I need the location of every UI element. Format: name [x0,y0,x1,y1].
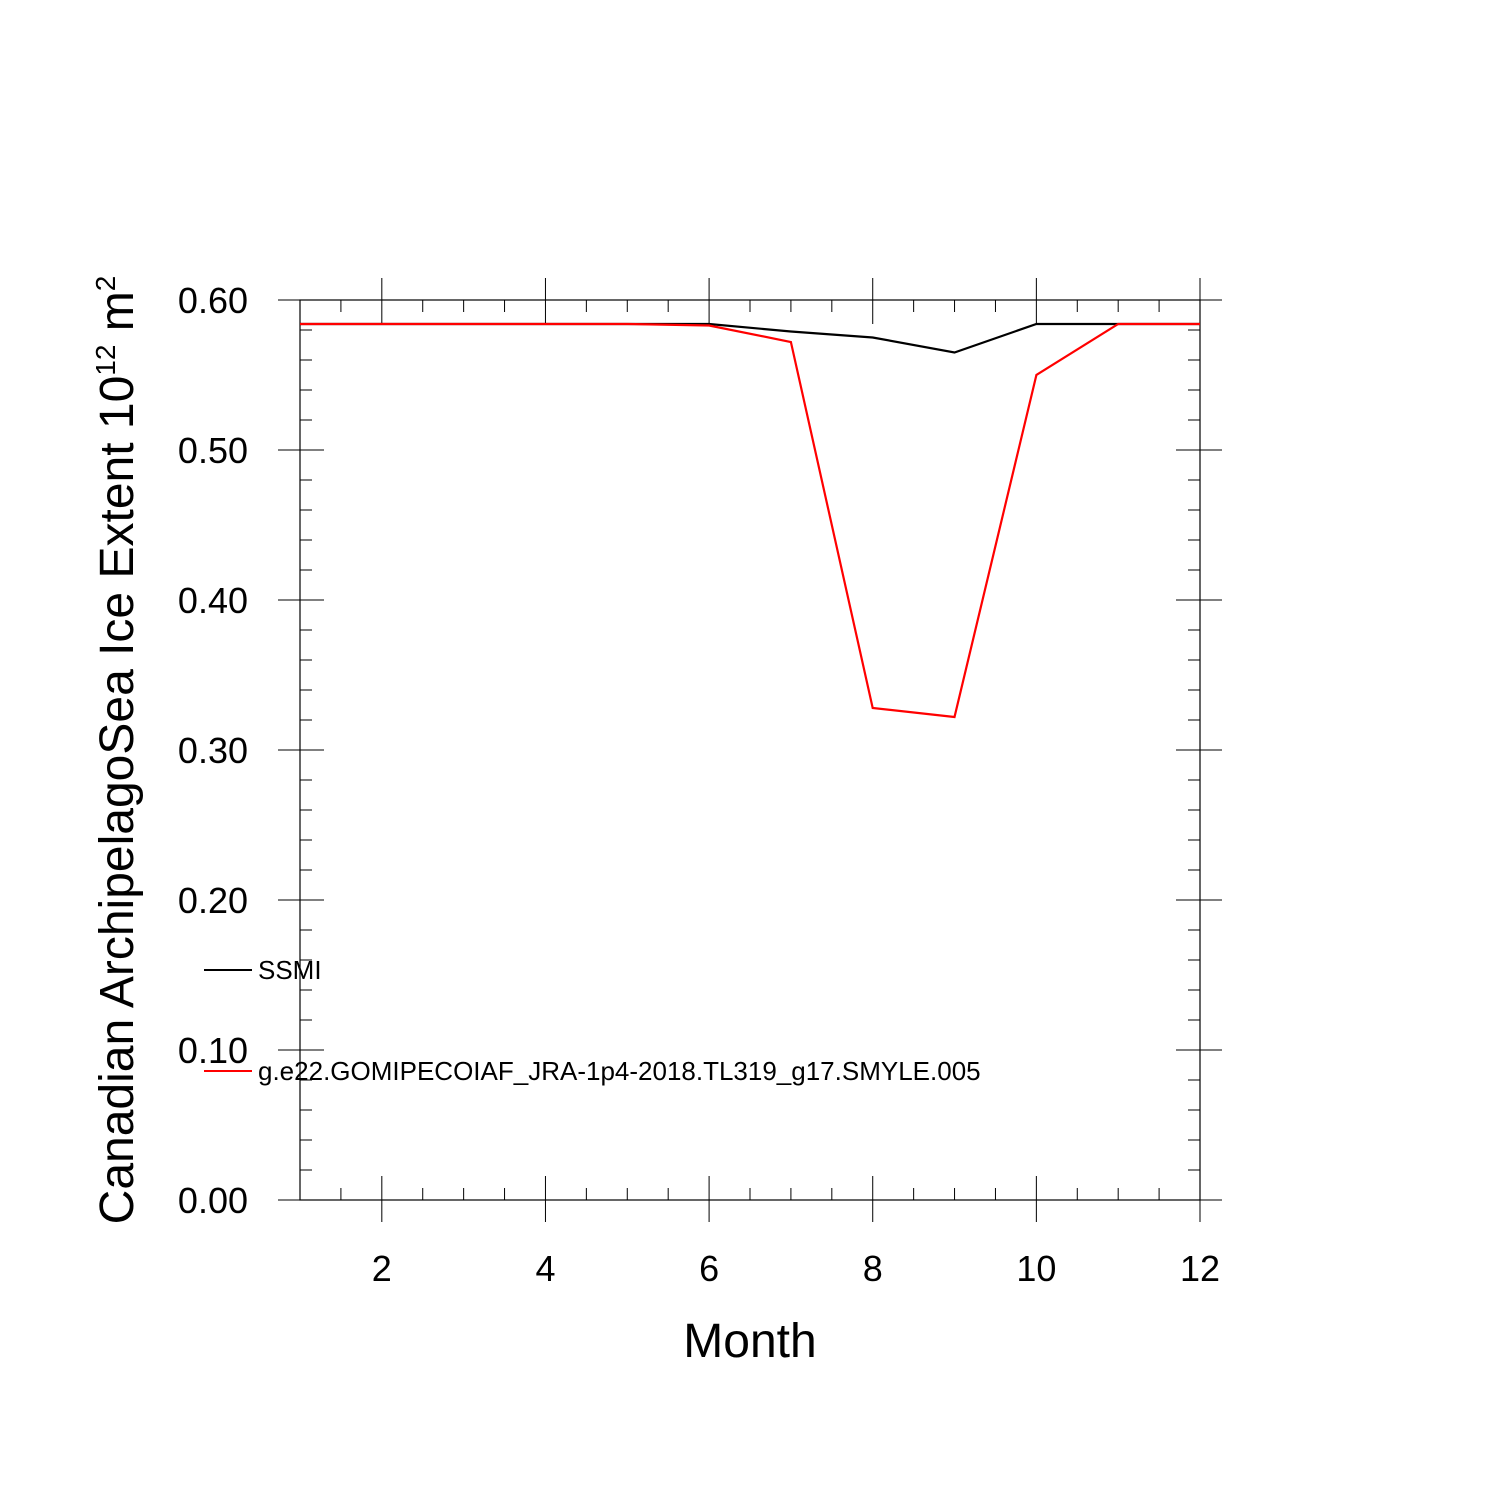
y-tick-label: 0.20 [178,880,248,921]
legend-label-model: g.e22.GOMIPECOIAF_JRA-1p4-2018.TL319_g17… [258,1056,981,1086]
x-tick-label: 8 [863,1248,883,1289]
y-tick-label: 0.10 [178,1030,248,1071]
x-axis-title: Month [683,1315,816,1368]
y-axis-title-exp1: 12 [90,345,121,376]
legend-label-ssmi: SSMI [258,955,322,985]
x-tick-label: 2 [372,1248,392,1289]
series-line-1 [300,322,1200,719]
y-axis-title-base: Canadian ArchipelagoSea Ice Extent 10 [91,376,144,1225]
y-axis-title: Canadian ArchipelagoSea Ice Extent 1012 … [90,276,144,1225]
y-tick-label: 0.40 [178,580,248,621]
x-tick-label: 12 [1180,1248,1220,1289]
y-tick-label: 0.60 [178,280,248,321]
series-line-0 [300,322,1200,354]
x-tick-label: 4 [535,1248,555,1289]
series-lines [300,322,1200,719]
y-tick-label: 0.50 [178,430,248,471]
axis-ticks [278,278,1222,1222]
y-tick-label: 0.30 [178,730,248,771]
y-axis-title-exp2: 2 [90,276,121,292]
y-axis-title-unit: m [91,291,144,344]
legend: SSMI g.e22.GOMIPECOIAF_JRA-1p4-2018.TL31… [204,955,981,1086]
x-tick-label: 10 [1016,1248,1056,1289]
tick-labels: 2 4 6 8 10 12 0.00 0.10 0.20 0.30 0.40 0.50 0.60 [178,280,1220,1289]
y-tick-label: 0.00 [178,1180,248,1221]
x-tick-label: 6 [699,1248,719,1289]
